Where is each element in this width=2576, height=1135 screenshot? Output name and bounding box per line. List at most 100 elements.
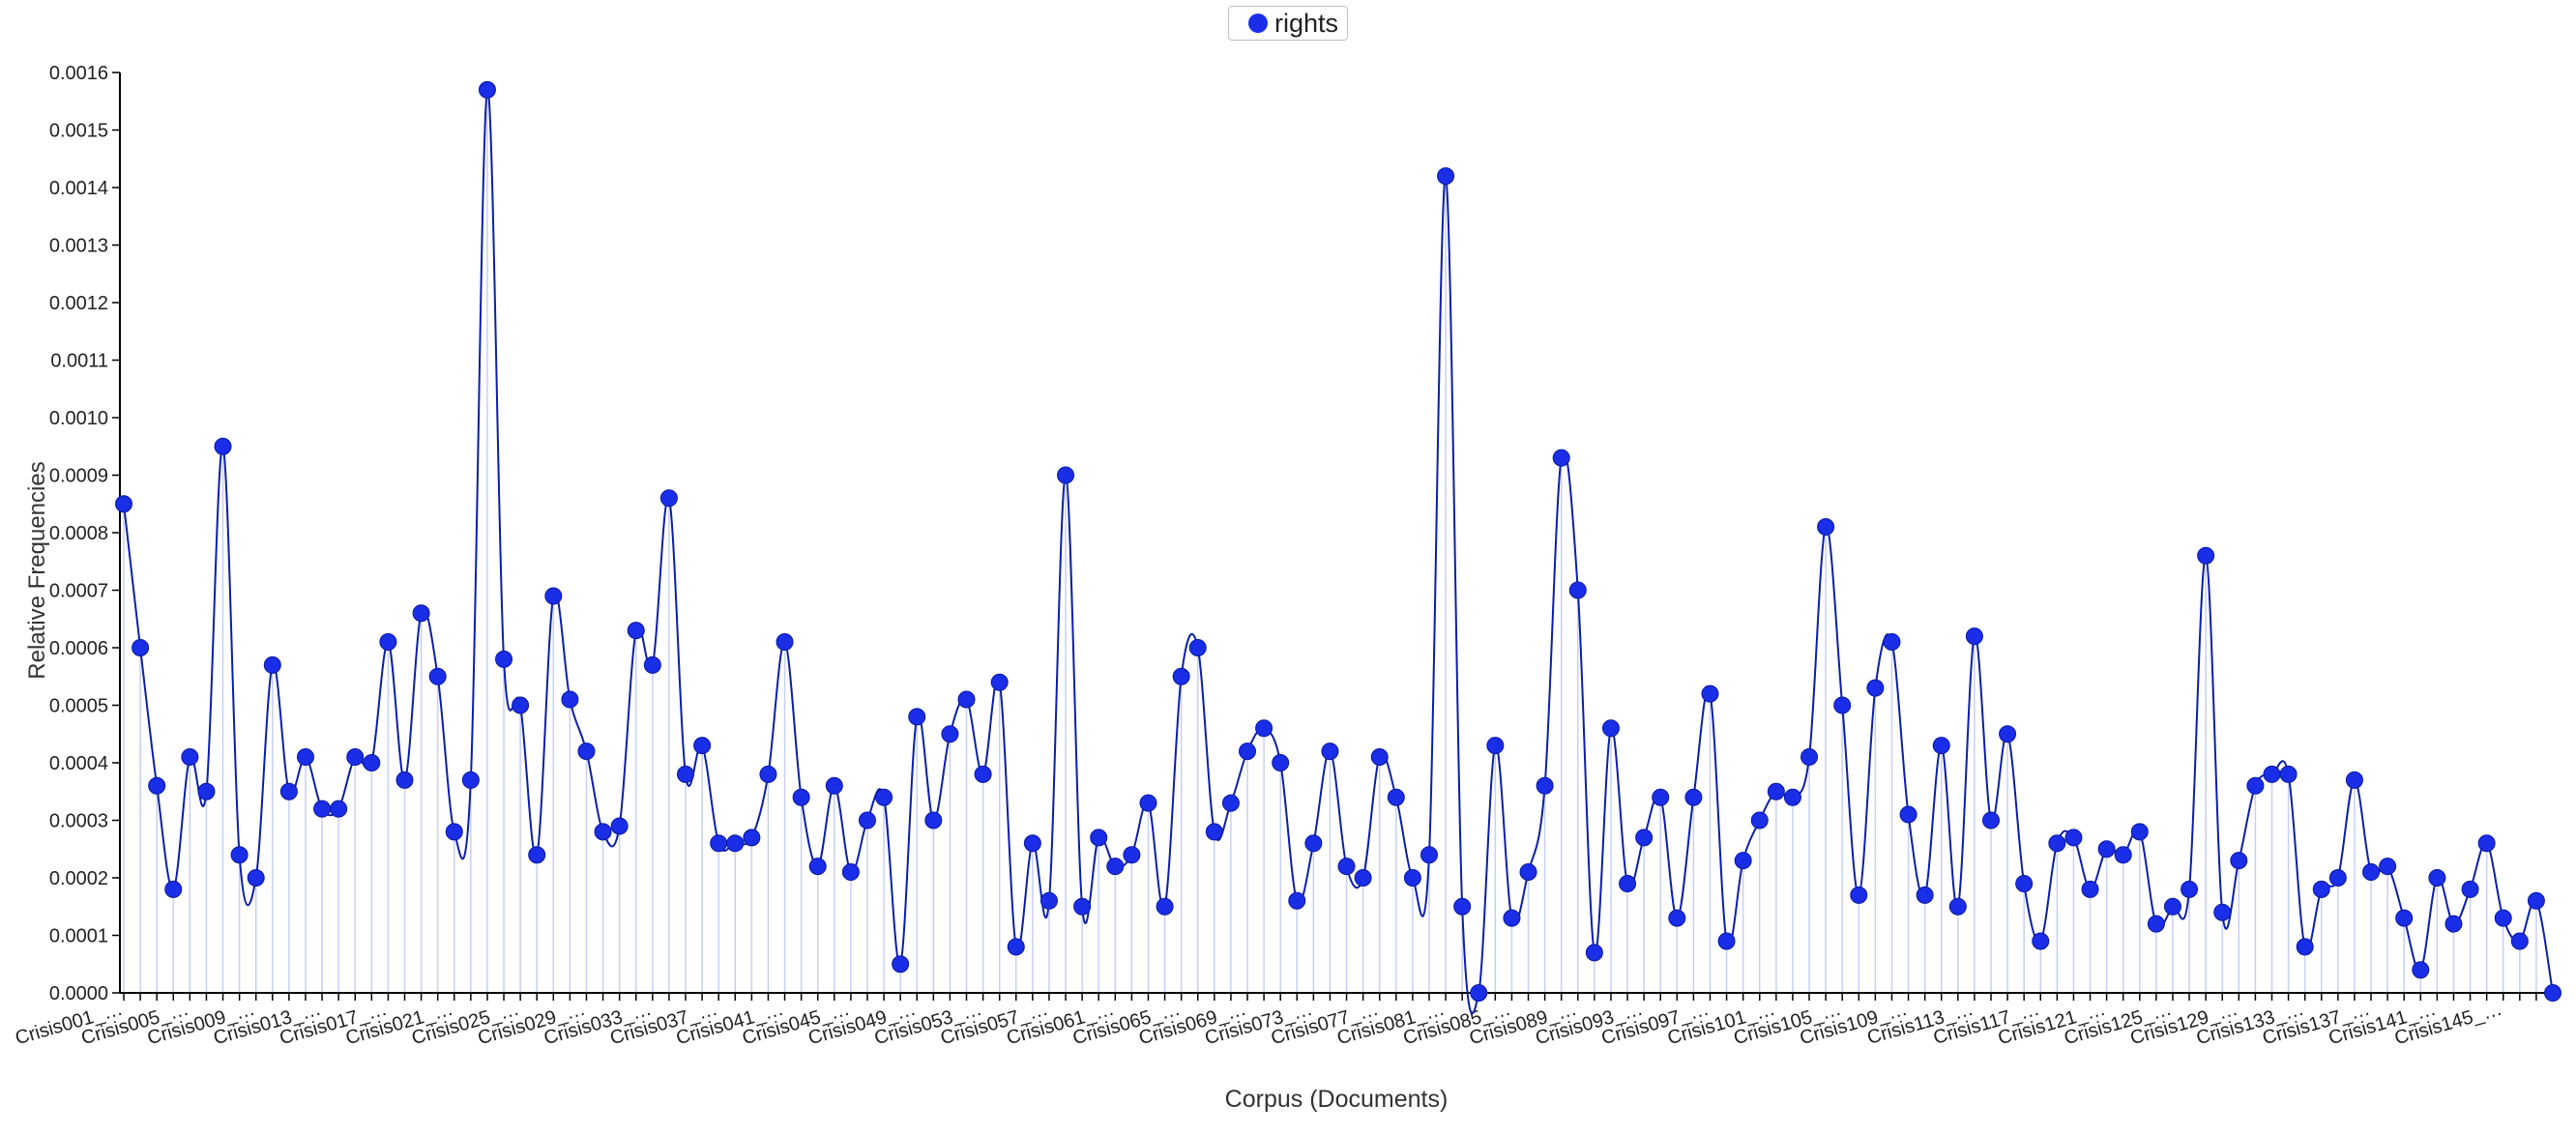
data-point[interactable] xyxy=(1866,679,1885,697)
data-point[interactable] xyxy=(594,823,612,841)
data-point[interactable] xyxy=(1965,627,1983,646)
data-point[interactable] xyxy=(1255,719,1273,738)
data-point[interactable] xyxy=(1783,788,1801,806)
data-point[interactable] xyxy=(792,788,810,806)
data-point[interactable] xyxy=(1370,748,1389,767)
data-point[interactable] xyxy=(1172,667,1190,685)
data-point[interactable] xyxy=(1800,748,1819,767)
data-point[interactable] xyxy=(1123,846,1141,864)
data-point[interactable] xyxy=(1073,897,1092,916)
data-point[interactable] xyxy=(2015,874,2034,892)
data-point[interactable] xyxy=(841,863,860,882)
data-point[interactable] xyxy=(561,690,579,709)
data-point[interactable] xyxy=(2510,932,2529,950)
data-point[interactable] xyxy=(2461,880,2479,898)
data-point[interactable] xyxy=(957,690,976,709)
data-point[interactable] xyxy=(643,655,661,674)
data-point[interactable] xyxy=(428,667,447,685)
data-point[interactable] xyxy=(512,696,530,714)
data-point[interactable] xyxy=(1221,794,1240,812)
data-point[interactable] xyxy=(1948,897,1967,916)
data-point[interactable] xyxy=(528,846,546,864)
data-point[interactable] xyxy=(974,765,992,783)
data-point[interactable] xyxy=(1932,737,1950,755)
data-point[interactable] xyxy=(776,633,794,652)
data-point[interactable] xyxy=(197,782,216,800)
data-point[interactable] xyxy=(1354,869,1372,887)
data-point[interactable] xyxy=(1470,984,1488,1002)
legend[interactable]: rights xyxy=(1228,6,1348,41)
data-point[interactable] xyxy=(1536,776,1554,795)
data-point[interactable] xyxy=(2428,869,2446,887)
data-point[interactable] xyxy=(858,811,876,829)
data-point[interactable] xyxy=(1552,449,1570,467)
data-point[interactable] xyxy=(2544,984,2561,1002)
data-point[interactable] xyxy=(1585,944,1603,962)
data-point[interactable] xyxy=(908,708,926,726)
data-point[interactable] xyxy=(1205,823,1223,841)
data-point[interactable] xyxy=(2412,961,2430,979)
data-point[interactable] xyxy=(1999,725,2017,743)
data-point[interactable] xyxy=(1486,737,1505,755)
data-point[interactable] xyxy=(808,858,827,876)
data-point[interactable] xyxy=(1652,788,1670,806)
data-point[interactable] xyxy=(825,776,843,795)
data-point[interactable] xyxy=(627,622,645,640)
data-point[interactable] xyxy=(1568,581,1587,599)
data-point[interactable] xyxy=(1272,754,1290,771)
data-point[interactable] xyxy=(115,495,132,513)
data-point[interactable] xyxy=(2147,915,2165,933)
data-point[interactable] xyxy=(2097,840,2116,859)
data-point[interactable] xyxy=(2246,776,2265,795)
data-point[interactable] xyxy=(1850,886,1868,904)
data-point[interactable] xyxy=(2114,846,2132,864)
data-point[interactable] xyxy=(296,748,314,767)
data-point[interactable] xyxy=(313,800,332,818)
data-point[interactable] xyxy=(2296,938,2314,956)
data-point[interactable] xyxy=(279,782,298,800)
data-point[interactable] xyxy=(1717,932,1736,950)
data-point[interactable] xyxy=(1188,639,1207,656)
data-point[interactable] xyxy=(132,639,150,656)
data-point[interactable] xyxy=(677,765,695,783)
data-point[interactable] xyxy=(346,748,365,767)
data-point[interactable] xyxy=(577,742,596,761)
data-point[interactable] xyxy=(2345,771,2363,789)
data-point[interactable] xyxy=(2230,852,2248,870)
data-point[interactable] xyxy=(2213,903,2232,921)
data-point[interactable] xyxy=(1288,891,1306,910)
data-point[interactable] xyxy=(1023,834,1041,853)
data-point[interactable] xyxy=(941,725,959,743)
data-point[interactable] xyxy=(330,800,348,818)
data-point[interactable] xyxy=(1139,794,1157,812)
data-point[interactable] xyxy=(1981,811,2000,829)
data-point[interactable] xyxy=(495,650,513,668)
data-point[interactable] xyxy=(1321,742,1339,761)
data-point[interactable] xyxy=(2379,858,2397,876)
data-point[interactable] xyxy=(1039,891,1058,910)
data-point[interactable] xyxy=(2279,765,2298,783)
data-point[interactable] xyxy=(2312,880,2330,898)
data-point[interactable] xyxy=(2048,834,2066,853)
data-point[interactable] xyxy=(610,817,629,835)
data-point[interactable] xyxy=(2064,829,2083,847)
data-point[interactable] xyxy=(1817,518,1835,537)
data-point[interactable] xyxy=(395,771,414,789)
data-point[interactable] xyxy=(2081,880,2099,898)
data-point[interactable] xyxy=(1684,788,1703,806)
data-point[interactable] xyxy=(2477,834,2496,853)
data-point[interactable] xyxy=(2032,932,2050,950)
data-point[interactable] xyxy=(164,880,183,898)
data-point[interactable] xyxy=(2263,765,2281,783)
data-point[interactable] xyxy=(1767,782,1785,800)
data-point[interactable] xyxy=(1519,863,1537,882)
data-point[interactable] xyxy=(148,776,166,795)
data-point[interactable] xyxy=(1899,805,1917,824)
data-point[interactable] xyxy=(2527,891,2545,910)
data-point[interactable] xyxy=(1337,858,1356,876)
data-point[interactable] xyxy=(990,673,1009,691)
data-point[interactable] xyxy=(181,748,199,767)
data-point[interactable] xyxy=(1701,684,1719,703)
data-point[interactable] xyxy=(1106,858,1125,876)
data-point[interactable] xyxy=(2130,823,2149,841)
